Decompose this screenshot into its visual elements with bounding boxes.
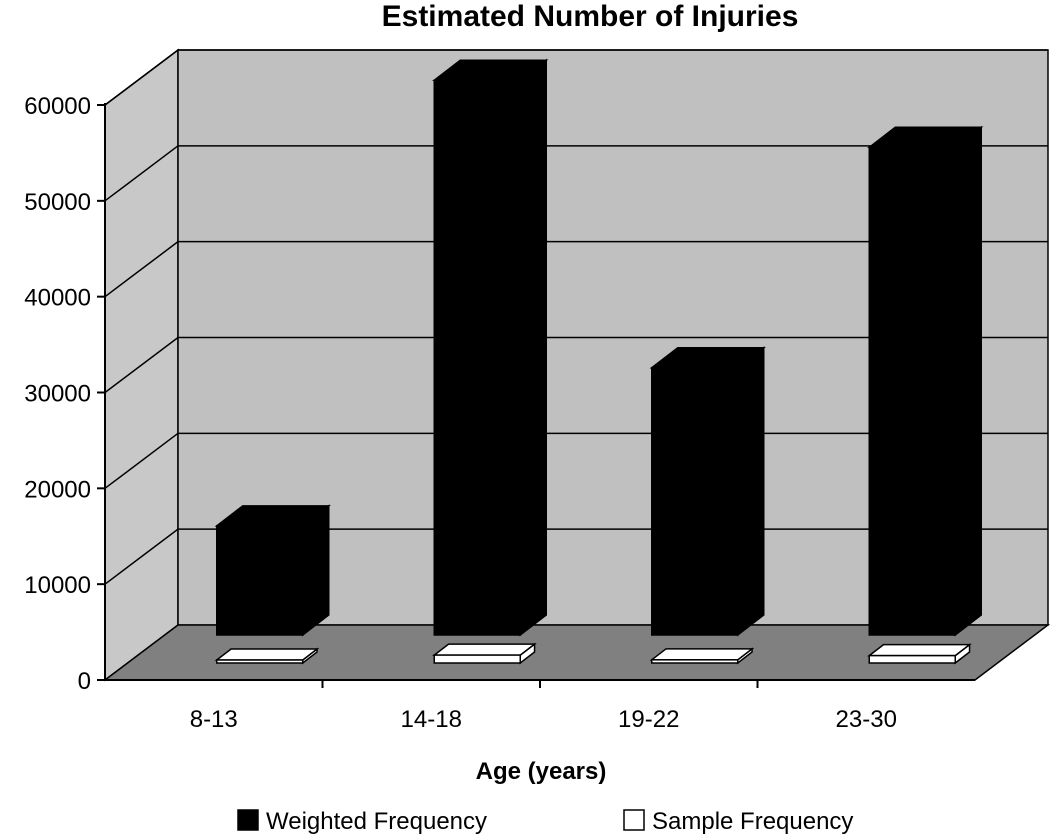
bar-sample: [867, 643, 972, 665]
bar-sample-top: [432, 643, 537, 656]
bar-weighted-front: [216, 525, 304, 636]
y-tick-label: 10000: [24, 572, 91, 599]
y-tick-labels: 0 10000 20000 30000 40000 50000 60000: [24, 93, 91, 695]
x-tick-labels: 8-13 14-18 19-22 23-30: [190, 706, 897, 733]
y-tick-label: 40000: [24, 285, 91, 312]
bar-weighted-side: [954, 125, 982, 637]
bar-sample-top: [214, 648, 320, 661]
y-tick-label: 50000: [24, 189, 91, 216]
bar-sample-front: [433, 654, 521, 664]
gridlines: [104, 49, 1048, 585]
bars: [214, 58, 984, 665]
bar-weighted: [214, 504, 331, 637]
bar-weighted-front: [868, 146, 956, 636]
bar-sample: [649, 647, 755, 665]
bar-sample-top: [867, 643, 972, 657]
bar-sample: [432, 642, 537, 665]
legend-swatch-sample: [623, 809, 645, 831]
bar-weighted-side: [737, 346, 765, 637]
y-tick-label: 20000: [24, 476, 91, 503]
x-tick-label: 23-30: [836, 706, 897, 733]
x-axis-label: Age (years): [476, 758, 607, 785]
legend-label-sample: Sample Frequency: [652, 808, 853, 835]
x-tick-label: 19-22: [618, 706, 679, 733]
gridline: [104, 336, 1048, 394]
gridline: [104, 240, 1048, 298]
legend: Weighted Frequency Sample Frequency: [237, 808, 853, 835]
x-tick-label: 14-18: [401, 706, 462, 733]
y-tick-label: 30000: [24, 381, 91, 408]
bar-weighted-front: [433, 79, 521, 636]
bar-weighted-front: [651, 366, 739, 636]
bar-sample-front: [868, 654, 956, 664]
bar-sample-front: [651, 659, 739, 664]
bar-weighted-side: [519, 58, 547, 637]
gridline: [104, 145, 1048, 202]
legend-label-weighted: Weighted Frequency: [266, 808, 487, 835]
axes: [97, 103, 975, 688]
bar-weighted-side: [302, 504, 330, 637]
gridline: [104, 49, 1048, 106]
bar-weighted: [867, 125, 984, 637]
bar-sample-top: [649, 648, 755, 661]
y-tick-label: 0: [78, 668, 91, 695]
chart-title: Estimated Number of Injuries: [382, 0, 799, 33]
bar-weighted: [649, 346, 766, 637]
y-tick-label: 60000: [24, 93, 91, 120]
x-tick-label: 8-13: [190, 706, 238, 733]
bar-sample-front: [216, 659, 304, 664]
bar-sample: [214, 647, 320, 665]
bar-weighted: [432, 58, 549, 637]
legend-swatch-weighted: [237, 809, 259, 831]
